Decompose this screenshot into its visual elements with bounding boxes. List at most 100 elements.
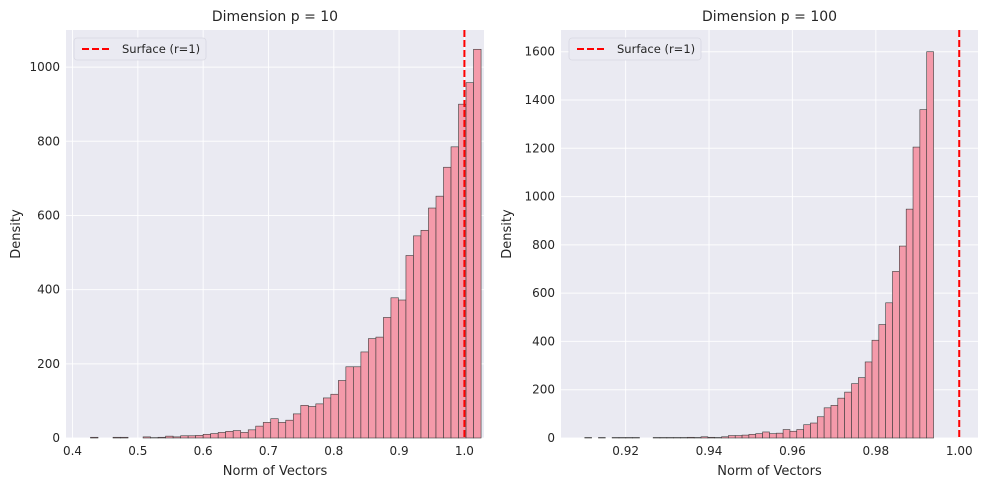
histogram-bar: [763, 432, 770, 438]
y-tick-label: 200: [37, 357, 60, 371]
histogram-bar: [263, 422, 271, 438]
histogram-bar: [173, 437, 181, 438]
x-tick-label: 0.98: [862, 444, 889, 458]
histogram-bar: [906, 209, 913, 438]
y-tick-label: 1400: [524, 93, 555, 107]
histogram-bar: [308, 406, 316, 438]
histogram-bar: [421, 230, 429, 438]
histogram-bar: [872, 340, 879, 438]
histogram-bar: [735, 436, 742, 438]
histogram-bar: [331, 394, 339, 438]
histogram-bar: [113, 437, 121, 438]
histogram-bar: [211, 434, 219, 438]
x-tick-label: 0.5: [128, 444, 147, 458]
histogram-bar: [451, 147, 459, 438]
chart-title: Dimension p = 10: [212, 9, 338, 25]
histogram-bar: [241, 432, 249, 438]
histogram-bar: [797, 430, 804, 438]
histogram-bar: [920, 110, 927, 438]
histogram-bar: [879, 325, 886, 438]
x-tick-label: 0.92: [612, 444, 639, 458]
histogram-bar: [742, 435, 749, 438]
histogram-bar: [824, 408, 831, 438]
histogram-bar: [181, 436, 189, 438]
x-tick-label: 1.0: [455, 444, 474, 458]
histogram-bar: [436, 196, 444, 438]
histogram-bar: [708, 437, 715, 438]
histogram-bar: [248, 430, 256, 438]
y-tick-label: 600: [37, 208, 60, 222]
histogram-bar: [886, 303, 893, 438]
histogram-bar: [383, 317, 391, 438]
x-tick-label: 0.4: [63, 444, 82, 458]
y-tick-label: 400: [532, 334, 555, 348]
histogram-bar: [756, 434, 763, 438]
histogram-bar: [188, 436, 196, 438]
histogram-bar: [376, 337, 384, 438]
histogram-bar: [203, 434, 211, 438]
histogram-bar: [226, 431, 234, 438]
y-tick-label: 0: [547, 431, 555, 445]
y-tick-label: 800: [37, 134, 60, 148]
y-tick-label: 1000: [524, 190, 555, 204]
x-tick-label: 0.8: [324, 444, 343, 458]
histogram-bar: [776, 433, 783, 438]
histogram-bar: [831, 405, 838, 438]
histogram-bar: [398, 300, 406, 438]
histogram-bar: [166, 436, 174, 438]
histogram-bar: [323, 398, 331, 438]
x-tick-label: 0.96: [779, 444, 806, 458]
histogram-bar: [196, 435, 204, 438]
histogram-bar: [293, 414, 301, 438]
histogram-bar: [749, 434, 756, 438]
histogram-bar: [858, 378, 865, 438]
histogram-bar: [865, 362, 872, 438]
y-tick-label: 1600: [524, 45, 555, 59]
legend-label: Surface (r=1): [617, 42, 695, 56]
histogram-bar: [428, 208, 436, 438]
y-axis-title: Density: [9, 209, 24, 259]
histogram-bar: [783, 430, 790, 438]
histogram-bar: [474, 49, 482, 438]
histogram-bar: [271, 419, 279, 438]
histogram-bar: [701, 437, 708, 438]
histogram-bar: [687, 437, 694, 438]
y-tick-label: 1200: [524, 141, 555, 155]
y-tick-label: 400: [37, 283, 60, 297]
y-tick-label: 600: [532, 286, 555, 300]
histogram-bar: [845, 392, 852, 438]
histogram-bar: [346, 367, 354, 438]
y-tick-label: 0: [52, 431, 60, 445]
histogram-bar: [804, 425, 811, 438]
histogram-bar: [466, 83, 474, 438]
histogram-bar: [838, 398, 845, 438]
y-axis-title: Density: [500, 209, 515, 259]
y-tick-label: 200: [532, 383, 555, 397]
histogram-bar: [893, 271, 900, 438]
x-tick-label: 0.6: [194, 444, 213, 458]
histogram-bar: [338, 381, 346, 438]
histogram-bar: [927, 52, 934, 438]
histogram-bar: [722, 437, 729, 438]
y-tick-label: 800: [532, 238, 555, 252]
x-tick-label: 0.9: [390, 444, 409, 458]
x-axis-title: Norm of Vectors: [223, 464, 328, 479]
histogram-bar: [233, 431, 241, 438]
histogram-bar: [899, 246, 906, 438]
chart-title: Dimension p = 100: [702, 9, 837, 25]
histogram-bar: [413, 236, 421, 438]
histogram-bar: [218, 432, 226, 438]
histogram-bar: [143, 437, 151, 438]
histogram-bar: [913, 147, 920, 438]
x-tick-label: 0.94: [696, 444, 723, 458]
histogram-bar: [391, 298, 399, 438]
histogram-bar: [790, 431, 797, 438]
histogram-bar: [728, 436, 735, 438]
histogram-bar: [810, 423, 817, 438]
histogram-bar: [368, 339, 376, 438]
histogram-bar: [90, 437, 98, 438]
